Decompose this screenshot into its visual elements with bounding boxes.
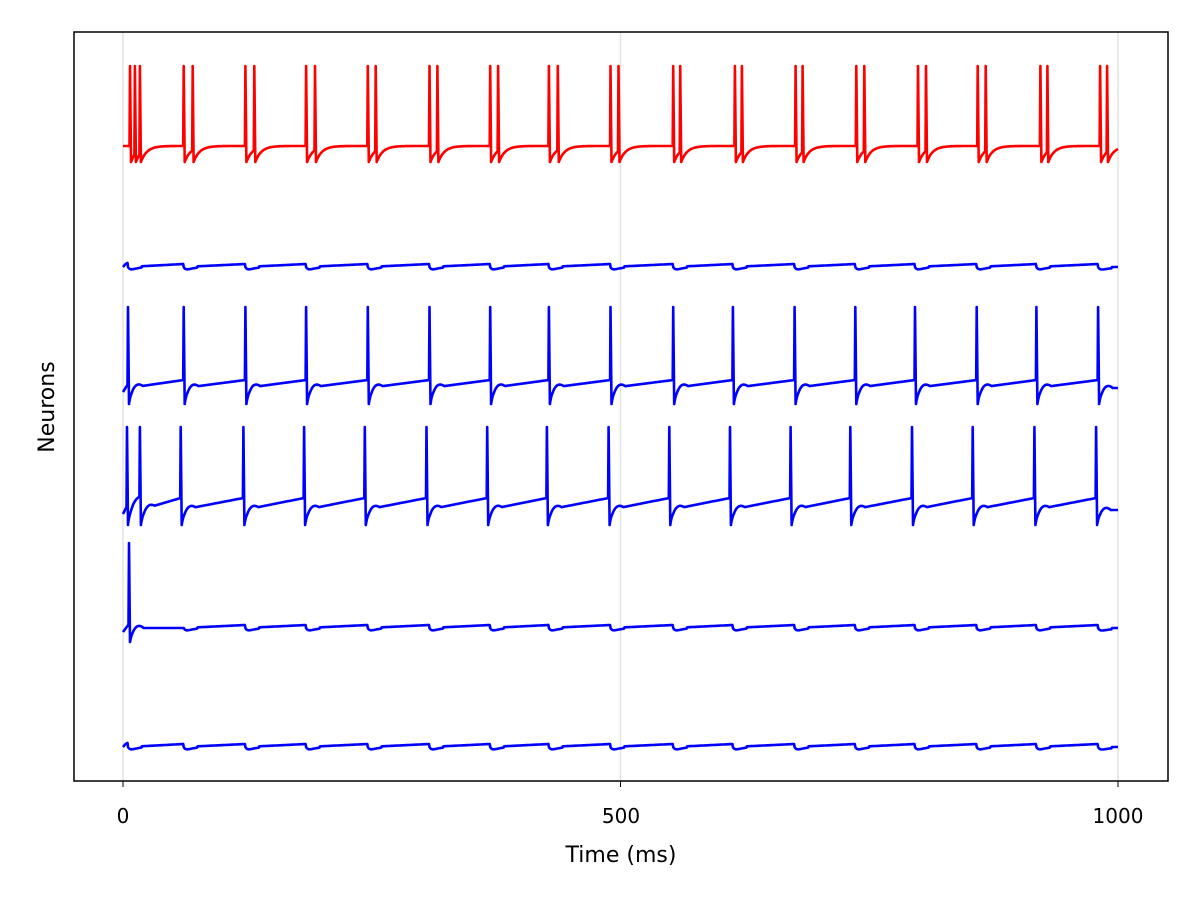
neuron-trace-1 xyxy=(122,64,1119,164)
x-ticks xyxy=(122,781,1119,787)
neuron-trace-5 xyxy=(121,541,1119,644)
tick-label-0: 0 xyxy=(117,804,130,828)
neuron-trace-6 xyxy=(122,741,1119,751)
x-axis-label: Time (ms) xyxy=(565,843,677,868)
y-axis-label: Neurons xyxy=(35,361,60,452)
tick-label-500: 500 xyxy=(602,804,640,828)
neuron-trace-2 xyxy=(122,261,1119,271)
neuron-trace-4 xyxy=(121,425,1119,527)
tick-label-1000: 1000 xyxy=(1093,804,1144,828)
neuron-trace-3 xyxy=(121,305,1119,406)
traces xyxy=(121,64,1119,751)
